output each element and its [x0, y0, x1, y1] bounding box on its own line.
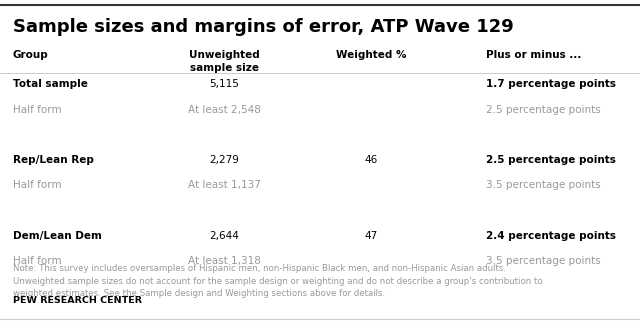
Text: Rep/Lean Rep: Rep/Lean Rep	[13, 155, 93, 165]
Text: 47: 47	[365, 231, 378, 241]
Text: 5,115: 5,115	[209, 79, 239, 89]
Text: Plus or minus ...: Plus or minus ...	[486, 50, 582, 60]
Text: Half form: Half form	[13, 180, 61, 191]
Text: 3.5 percentage points: 3.5 percentage points	[486, 256, 601, 266]
Text: Total sample: Total sample	[13, 79, 88, 89]
Text: Unweighted
sample size: Unweighted sample size	[189, 50, 259, 73]
Text: Sample sizes and margins of error, ATP Wave 129: Sample sizes and margins of error, ATP W…	[13, 18, 513, 36]
Text: 2,644: 2,644	[209, 231, 239, 241]
Text: 3.5 percentage points: 3.5 percentage points	[486, 180, 601, 191]
Text: 2.5 percentage points: 2.5 percentage points	[486, 155, 616, 165]
Text: Note: This survey includes oversamples of Hispanic men, non-Hispanic Black men, : Note: This survey includes oversamples o…	[13, 264, 543, 298]
Text: At least 1,318: At least 1,318	[188, 256, 260, 266]
Text: Half form: Half form	[13, 256, 61, 266]
Text: 1.7 percentage points: 1.7 percentage points	[486, 79, 616, 89]
Text: Half form: Half form	[13, 105, 61, 115]
Text: 46: 46	[365, 155, 378, 165]
Text: At least 1,137: At least 1,137	[188, 180, 260, 191]
Text: 2.5 percentage points: 2.5 percentage points	[486, 105, 601, 115]
Text: At least 2,548: At least 2,548	[188, 105, 260, 115]
Text: 2,279: 2,279	[209, 155, 239, 165]
Text: PEW RESEARCH CENTER: PEW RESEARCH CENTER	[13, 296, 142, 306]
Text: 2.4 percentage points: 2.4 percentage points	[486, 231, 616, 241]
Text: Group: Group	[13, 50, 49, 60]
Text: Weighted %: Weighted %	[336, 50, 406, 60]
Text: Dem/Lean Dem: Dem/Lean Dem	[13, 231, 102, 241]
